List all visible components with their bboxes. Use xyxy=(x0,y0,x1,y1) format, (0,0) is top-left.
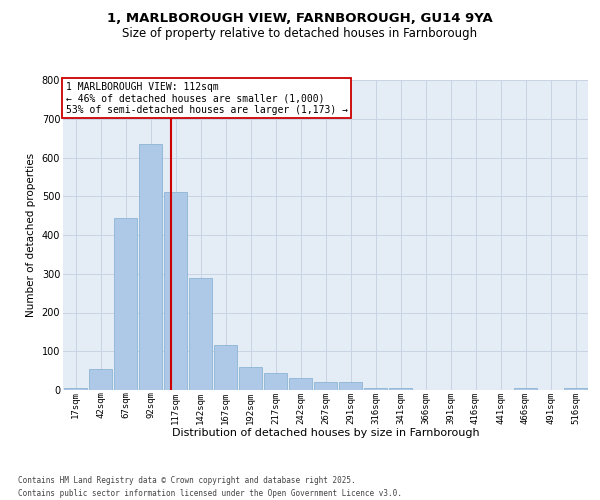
Text: 1, MARLBOROUGH VIEW, FARNBOROUGH, GU14 9YA: 1, MARLBOROUGH VIEW, FARNBOROUGH, GU14 9… xyxy=(107,12,493,26)
Text: Size of property relative to detached houses in Farnborough: Size of property relative to detached ho… xyxy=(122,28,478,40)
Text: 1 MARLBOROUGH VIEW: 112sqm
← 46% of detached houses are smaller (1,000)
53% of s: 1 MARLBOROUGH VIEW: 112sqm ← 46% of deta… xyxy=(65,82,347,115)
Bar xyxy=(64,388,88,390)
Bar xyxy=(263,372,287,390)
Text: Contains public sector information licensed under the Open Government Licence v3: Contains public sector information licen… xyxy=(18,489,402,498)
Y-axis label: Number of detached properties: Number of detached properties xyxy=(26,153,36,317)
Bar xyxy=(514,388,538,390)
Bar xyxy=(139,144,163,390)
Bar xyxy=(338,382,362,390)
Text: Contains HM Land Registry data © Crown copyright and database right 2025.: Contains HM Land Registry data © Crown c… xyxy=(18,476,356,485)
Bar xyxy=(314,382,337,390)
Bar xyxy=(164,192,187,390)
Bar xyxy=(214,346,238,390)
Bar xyxy=(364,388,388,390)
Bar xyxy=(389,388,412,390)
Bar xyxy=(239,367,262,390)
Bar xyxy=(289,378,313,390)
Bar xyxy=(89,368,112,390)
Bar xyxy=(563,388,587,390)
X-axis label: Distribution of detached houses by size in Farnborough: Distribution of detached houses by size … xyxy=(172,428,479,438)
Bar xyxy=(113,218,137,390)
Bar xyxy=(188,278,212,390)
